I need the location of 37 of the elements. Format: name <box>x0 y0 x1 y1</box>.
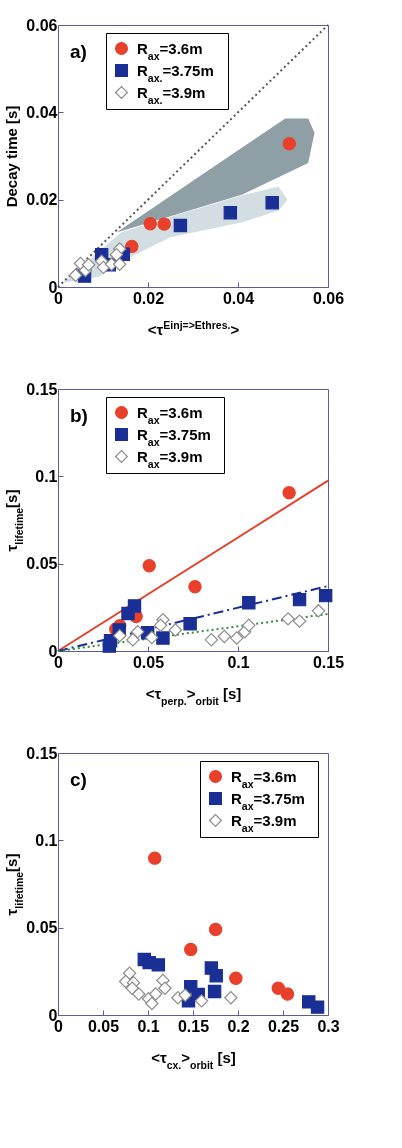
y-tick-label: 0.04 <box>26 103 58 121</box>
x-tick-label: 0.25 <box>267 1017 300 1035</box>
y-tick-label: 0.15 <box>26 744 58 762</box>
y-tick-label: 0.1 <box>35 467 58 485</box>
x-tick-label: 0.15 <box>312 653 345 671</box>
x-tick-label: 0.1 <box>227 653 250 671</box>
y-tick-label: 0.05 <box>26 555 58 573</box>
legend-label: R$_{ax}$=3.6m <box>137 403 203 426</box>
x-tick-label: 0.2 <box>227 1017 250 1035</box>
x-tick-label: 0.1 <box>137 1017 160 1035</box>
legend-label: R$_{ax.}$=3.9m <box>137 83 206 106</box>
annotation: a) <box>70 41 87 62</box>
x-tick-label: 0.04 <box>222 289 255 307</box>
y-tick-label: 0.15 <box>26 380 58 398</box>
x-axis-title: <τ$_{perp.}$>$_{orbit}$ [s] <box>145 684 242 707</box>
x-axis-title: <τ$_{cx.}$>$_{orbit}$ [s] <box>151 1048 236 1071</box>
x-tick-label: 0.02 <box>132 289 165 307</box>
y-tick-label: 0.06 <box>26 16 58 34</box>
y-tick-label: 0.02 <box>26 191 58 209</box>
legend-label: R$_{ax}$=3.75m <box>137 425 211 448</box>
x-axis-title: <τ$^{Einj=>Ethres.}$> <box>147 318 240 338</box>
x-tick-label: 0.15 <box>177 1017 210 1035</box>
legend-label: R$_{ax}$=3.9m <box>231 811 297 834</box>
x-tick-label: 0.06 <box>312 289 345 307</box>
x-tick-label: 0.05 <box>132 653 165 671</box>
legend-label: R$_{ax}$=3.6m <box>137 39 203 62</box>
legend-label: R$_{ax}$=3.75m <box>231 789 305 812</box>
y-axis-title: Decay time [s] <box>3 105 21 208</box>
annotation: c) <box>70 769 87 790</box>
annotation: b) <box>70 405 88 426</box>
legend-label: R$_{ax}$=3.6m <box>231 767 297 790</box>
y-tick-label: 0.05 <box>26 919 58 937</box>
legend-label: R$_{ax.}$=3.75m <box>137 61 214 84</box>
x-tick-label: 0.05 <box>87 1017 120 1035</box>
x-tick-label: 0.3 <box>317 1017 340 1035</box>
y-tick-label: 0.1 <box>35 831 58 849</box>
legend-label: R$_{ax}$=3.9m <box>137 447 203 470</box>
